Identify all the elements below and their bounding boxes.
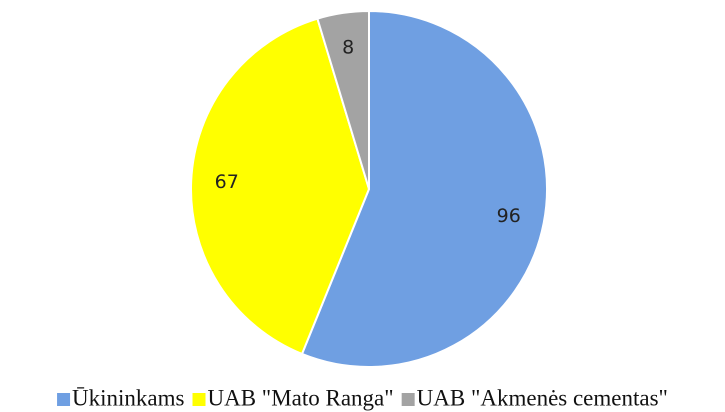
- pie-slice: [316, 9, 370, 190]
- data-label: 67: [215, 171, 239, 193]
- legend-swatch: [57, 393, 71, 406]
- legend-label: UAB "Mato Ranga": [208, 385, 394, 410]
- data-label: 8: [342, 37, 354, 59]
- legend-swatch: [192, 393, 206, 406]
- pie-slice: [300, 9, 548, 368]
- data-label: 96: [497, 205, 521, 227]
- legend-label: UAB "Akmenės cementas": [417, 385, 668, 410]
- legend-label: Ūkininkams: [72, 385, 184, 410]
- pie-slice: [190, 17, 371, 356]
- legend-swatch: [401, 393, 415, 406]
